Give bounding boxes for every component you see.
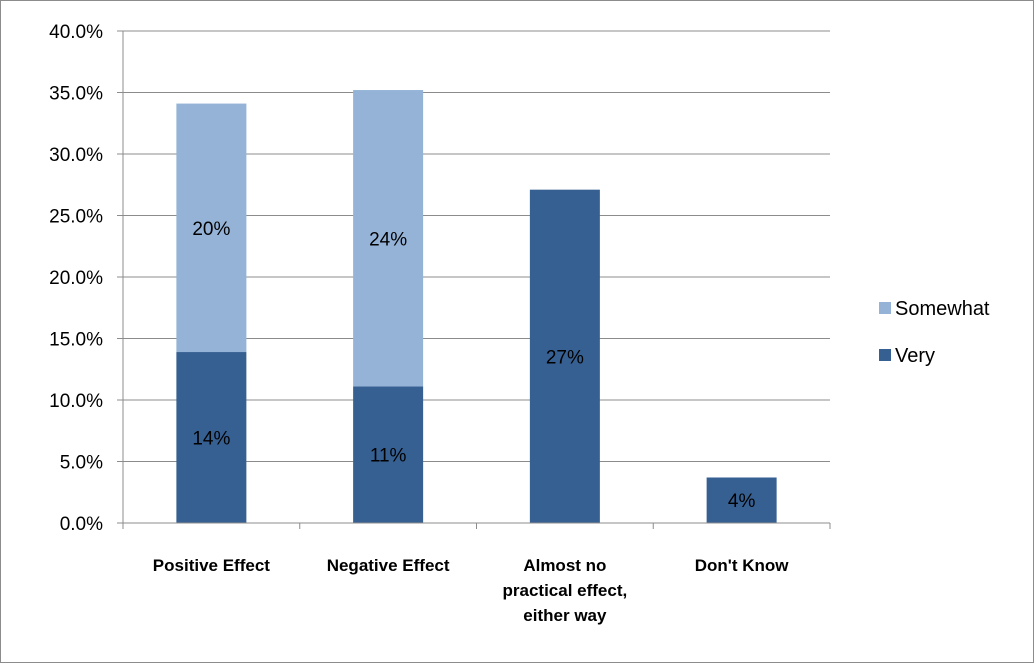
y-tick-label: 30.0% — [49, 145, 103, 166]
bar-segment-very — [529, 189, 600, 524]
data-label: 4% — [728, 491, 756, 512]
labels: 0.0% 5.0% 10.0% 15.0% 20.0% 25.0% 30.0% 35.0% 40… — [49, 22, 789, 625]
legend-label: Somewhat — [895, 298, 990, 320]
bar-segment-somewhat — [176, 103, 247, 353]
y-tick-label: 25.0% — [49, 207, 103, 228]
bar-segment-very — [176, 352, 247, 523]
axes — [117, 30, 831, 529]
y-tick-label: 40.0% — [49, 22, 103, 43]
y-tick-label: 0.0% — [60, 514, 103, 535]
y-tick-label: 5.0% — [60, 453, 103, 474]
legend-label: Very — [895, 345, 935, 367]
y-tick-label: 20.0% — [49, 268, 103, 289]
bars — [176, 90, 777, 524]
x-category-label: either way — [523, 606, 607, 625]
data-label: 20% — [192, 219, 230, 240]
legend-swatch-somewhat — [879, 302, 891, 314]
y-tick-label: 15.0% — [49, 330, 103, 351]
y-tick-label: 10.0% — [49, 391, 103, 412]
data-label: 24% — [369, 229, 407, 250]
legend: Somewhat Very — [879, 298, 990, 367]
y-tick-label: 35.0% — [49, 84, 103, 105]
x-category-label: practical effect, — [503, 581, 628, 600]
data-label: 11% — [370, 446, 407, 467]
bar-segment-very — [353, 386, 424, 523]
bar-segment-somewhat — [353, 90, 424, 387]
data-label: 14% — [192, 429, 230, 450]
x-category-label: Negative Effect — [327, 556, 450, 575]
bar-segment-very — [706, 477, 777, 523]
x-category-label: Don't Know — [695, 556, 790, 575]
data-label: 27% — [546, 347, 584, 368]
x-category-label: Almost no — [523, 556, 606, 575]
x-category-label: Positive Effect — [153, 556, 270, 575]
legend-swatch-very — [879, 349, 891, 361]
